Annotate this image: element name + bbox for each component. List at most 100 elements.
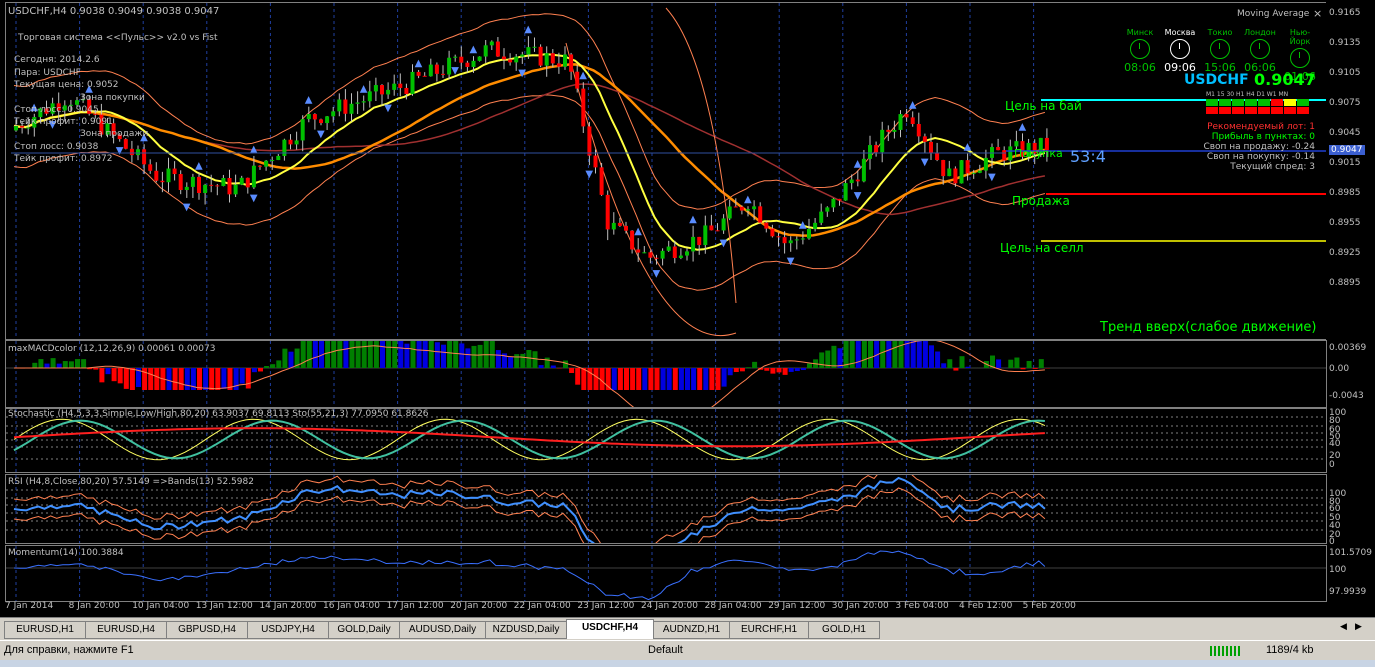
- price-tick: 0.9165: [1329, 8, 1361, 18]
- tab-gbpusd-h4[interactable]: GBPUSD,H4: [166, 621, 248, 639]
- candle-body: [977, 170, 982, 173]
- candle-body: [941, 160, 946, 177]
- tab-audnzd-h1[interactable]: AUDNZD,H1: [653, 621, 730, 639]
- candle-body: [392, 83, 397, 90]
- macd-bar: [837, 348, 843, 368]
- candle-body: [861, 158, 866, 182]
- macd-bar: [81, 359, 87, 368]
- info-line: Тейк-профит: 0.9091: [14, 117, 113, 127]
- candle-body: [434, 64, 439, 74]
- candle-body: [636, 249, 641, 253]
- tab-gold-h1[interactable]: GOLD,H1: [808, 621, 880, 639]
- macd-bar: [709, 368, 715, 390]
- info-line: Сегодня: 2014.2.6: [14, 55, 100, 65]
- candle-body: [447, 57, 452, 75]
- candle-body: [624, 225, 628, 231]
- time-tick: 20 Jan 20:00: [450, 601, 508, 611]
- signal-cell: [1258, 107, 1270, 114]
- macd-bar: [129, 368, 135, 390]
- macd-bar: [617, 368, 623, 390]
- clock-city: Нью-Йорк: [1289, 28, 1311, 46]
- candle-body: [105, 123, 110, 135]
- tab-nzdusd-daily[interactable]: NZDUSD,Daily: [485, 621, 567, 639]
- stoch-line: [13, 419, 1045, 460]
- candle-body: [349, 103, 354, 114]
- candle-body: [282, 139, 287, 156]
- macd-bar: [697, 368, 703, 390]
- macd-bar: [587, 368, 593, 390]
- macd-bar: [221, 368, 227, 389]
- fractal-up-icon: ▲: [579, 70, 587, 81]
- macd-bar: [642, 368, 648, 390]
- time-tick: 24 Jan 20:00: [641, 601, 698, 611]
- stoch-line: [13, 418, 1046, 461]
- macd-bar: [532, 351, 538, 368]
- macd-panel[interactable]: [5, 340, 1327, 408]
- macd-bar: [178, 368, 184, 390]
- close-icon[interactable]: ×: [1313, 7, 1323, 20]
- fractal-up-icon: ▲: [85, 83, 93, 94]
- candle-body: [428, 64, 433, 77]
- rsi-panel[interactable]: [5, 474, 1327, 544]
- tab-scroll-right-icon[interactable]: ▶: [1355, 622, 1362, 632]
- sell-label: Продажа: [1012, 194, 1070, 208]
- macd-bar: [465, 348, 471, 368]
- macd-bar: [965, 366, 971, 368]
- macd-bar: [203, 368, 209, 390]
- momentum-tick: 100: [1329, 565, 1347, 575]
- macd-bar: [788, 368, 794, 372]
- main-chart-panel[interactable]: ▲ ▼ ▲ ▼ ▲ ▼ ▲ ▲ ▼ ▲ ▼ ▲ ▼ ▲ ▼ ▲ ▼ ▲ ▲ ▼ ▲ ▼ ▲ ▼ ▲ ▼ ▲ ▲ ▼ ▲ ▼ ▲ ▼ ▲: [5, 2, 1327, 340]
- time-tick: 28 Jan 04:00: [704, 601, 762, 611]
- tab-audusd-daily[interactable]: AUDUSD,Daily: [399, 621, 486, 639]
- candle-body: [44, 108, 49, 114]
- candle-body: [526, 47, 531, 55]
- clock-city: Токио: [1207, 28, 1233, 37]
- clock-face-icon: [1210, 39, 1230, 59]
- tab-usdjpy-h4[interactable]: USDJPY,H4: [247, 621, 329, 639]
- candle-body: [68, 104, 73, 106]
- candle-body: [264, 160, 269, 167]
- candle-body: [441, 73, 445, 75]
- macd-bar: [831, 345, 837, 368]
- macd-bar: [447, 341, 453, 368]
- macd-bar: [245, 368, 251, 389]
- macd-bar: [739, 368, 745, 372]
- fractal-down-icon: ▼: [317, 129, 325, 140]
- macd-bar: [270, 364, 276, 368]
- macd-bar: [117, 368, 123, 384]
- candle-body: [868, 145, 872, 159]
- candle-body: [355, 102, 360, 104]
- fractal-down-icon: ▼: [787, 256, 795, 267]
- tab-eurusd-h4[interactable]: EURUSD,H4: [85, 621, 167, 639]
- candle-body: [404, 87, 409, 95]
- ma-slow: [13, 83, 1046, 216]
- info-line: Пара: USDCHF: [14, 68, 81, 78]
- clock-city: Москва: [1164, 28, 1196, 37]
- candle-body: [764, 222, 769, 229]
- stochastic-panel[interactable]: [5, 408, 1327, 473]
- candle-body: [337, 99, 342, 112]
- macd-bar: [611, 368, 617, 390]
- macd-bar: [752, 361, 758, 368]
- fractal-up-icon: ▲: [634, 226, 642, 237]
- macd-bar: [910, 341, 916, 368]
- candle-body: [489, 41, 494, 46]
- bollinger-upper: [13, 13, 1046, 210]
- macd-bar: [886, 341, 892, 368]
- symbol-price: 0.9047: [1254, 70, 1316, 89]
- macd-bar: [508, 356, 514, 368]
- macd-bar: [654, 368, 660, 390]
- candle-body: [843, 183, 848, 201]
- candle-body: [343, 99, 348, 114]
- tab-scroll-left-icon[interactable]: ◀: [1340, 622, 1347, 632]
- time-tick: 29 Jan 12:00: [768, 601, 826, 611]
- signal-cell: [1232, 107, 1244, 114]
- macd-bar: [807, 363, 812, 368]
- tab-eurusd-h1[interactable]: EURUSD,H1: [4, 621, 86, 639]
- tab-eurchf-h1[interactable]: EURCHF,H1: [729, 621, 809, 639]
- tab-usdchf-h4[interactable]: USDCHF,H4: [566, 619, 654, 639]
- momentum-panel[interactable]: [5, 545, 1327, 602]
- candle-body: [733, 206, 738, 208]
- tab-gold-daily[interactable]: GOLD,Daily: [328, 621, 400, 639]
- timeframes-label: M1 15 30 H1 H4 D1 W1 MN: [1206, 91, 1289, 98]
